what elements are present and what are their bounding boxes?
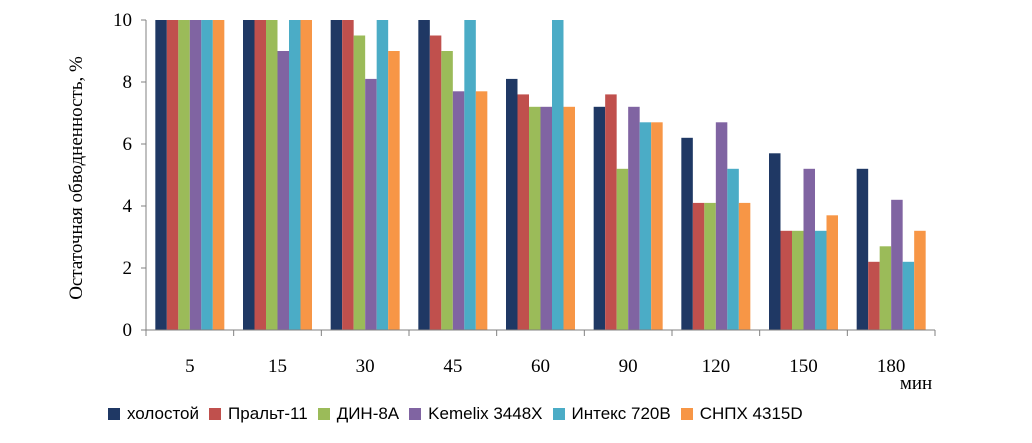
- bar-180-series-4: [891, 199, 903, 330]
- bar-90-series-2: [605, 94, 617, 331]
- x-tick-label: 120: [702, 356, 731, 377]
- bar-120-series-2: [692, 202, 705, 330]
- legend-label: Интекс 720В: [571, 404, 671, 423]
- bar-30-series-2: [342, 20, 354, 330]
- bar-5-series-4: [189, 20, 202, 330]
- x-tick-label: 15: [268, 356, 287, 377]
- y-axis-label: Остаточная обводненность, %: [66, 56, 87, 300]
- legend-swatch: [552, 408, 565, 420]
- legend-label: СНПХ 4315D: [699, 404, 803, 423]
- bar-60-series-5: [552, 20, 564, 330]
- legend-label: ДИН-8А: [336, 404, 400, 423]
- bar-150-series-6: [826, 215, 838, 330]
- legend-item: ДИН-8А: [317, 404, 400, 424]
- bar-45-series-4: [452, 91, 465, 330]
- bar-120-series-5: [727, 168, 739, 330]
- x-tick-label: 150: [789, 356, 818, 377]
- bar-180-series-6: [914, 230, 926, 330]
- bar-150-series-3: [792, 230, 804, 330]
- legend: холостой Пральт-11 ДИН-8А Kemelix 3448X Инте…: [108, 400, 813, 428]
- y-tick-label: 4: [123, 196, 133, 217]
- y-tick-label: 10: [113, 10, 132, 31]
- bar-30-series-3: [353, 35, 366, 330]
- bar-90-series-5: [639, 122, 652, 330]
- bar-15-series-6: [300, 20, 312, 330]
- bar-60-series-6: [563, 106, 575, 330]
- legend-label: Пральт-11: [228, 404, 308, 423]
- bar-5-series-3: [178, 20, 190, 330]
- bar-90-series-4: [628, 106, 640, 330]
- y-tick-label: 8: [123, 72, 133, 93]
- legend-label: холостой: [127, 404, 200, 423]
- x-tick-label: 60: [531, 356, 550, 377]
- bar-5-series-6: [212, 20, 225, 330]
- bar-45-series-6: [475, 91, 488, 330]
- bar-90-series-1: [593, 106, 606, 330]
- legend-swatch: [409, 408, 422, 420]
- legend-item: Kemelix 3448X: [409, 404, 543, 424]
- bar-120-series-3: [704, 202, 716, 330]
- bar-90-series-6: [651, 122, 663, 330]
- bar-60-series-4: [540, 106, 552, 330]
- bar-15-series-5: [289, 20, 301, 330]
- bar-45-series-2: [429, 35, 442, 330]
- x-tick-label: 30: [356, 356, 375, 377]
- bar-45-series-3: [441, 51, 453, 330]
- bar-180-series-1: [856, 168, 869, 330]
- legend-swatch: [680, 408, 693, 420]
- bar-30-series-4: [365, 78, 377, 331]
- legend-swatch: [209, 408, 222, 420]
- bar-30-series-1: [330, 20, 343, 330]
- x-tick-label: 45: [443, 356, 462, 377]
- bar-45-series-1: [418, 20, 430, 330]
- bar-180-series-5: [902, 261, 915, 330]
- y-tick-label: 2: [123, 258, 133, 279]
- bar-150-series-2: [780, 230, 792, 330]
- bar-15-series-2: [254, 20, 266, 330]
- bar-30-series-6: [388, 51, 400, 330]
- bar-150-series-1: [769, 153, 781, 330]
- bar-15-series-4: [277, 51, 289, 330]
- bars-group: [155, 20, 926, 331]
- legend-swatch: [108, 408, 120, 420]
- x-tick-label: 90: [619, 356, 638, 377]
- bar-15-series-3: [266, 20, 278, 330]
- bar-chart: 0 2 4 6 8 10 5 15 30 45 60 90 120 150 180 Остаточная о…: [66, 10, 936, 394]
- bar-120-series-4: [715, 122, 728, 330]
- y-tick-label: 6: [123, 134, 133, 155]
- bar-30-series-5: [376, 20, 389, 330]
- bar-180-series-3: [879, 246, 892, 330]
- legend-item: холостой: [108, 404, 199, 424]
- bar-5-series-5: [201, 20, 213, 330]
- axes-group: 0 2 4 6 8 10 5 15 30 45 60 90 120 150 180: [113, 10, 936, 377]
- bar-180-series-2: [868, 261, 880, 330]
- bar-45-series-5: [464, 20, 476, 330]
- bar-15-series-1: [243, 20, 255, 330]
- bar-90-series-3: [616, 168, 629, 330]
- bar-60-series-1: [506, 78, 518, 331]
- legend-swatch: [317, 408, 330, 420]
- bar-120-series-1: [681, 137, 693, 330]
- bar-150-series-5: [815, 230, 827, 330]
- x-tick-label: 5: [185, 356, 195, 377]
- legend-item: СНПХ 4315D: [680, 404, 803, 424]
- bar-150-series-4: [803, 168, 815, 330]
- bar-5-series-2: [166, 20, 179, 330]
- bar-5-series-1: [155, 20, 167, 330]
- x-axis-unit: мин: [900, 373, 932, 394]
- legend-item: Интекс 720В: [552, 404, 671, 424]
- x-tick-label: 180: [877, 356, 906, 377]
- bar-60-series-2: [517, 94, 529, 331]
- bar-60-series-3: [529, 106, 541, 330]
- bar-120-series-6: [738, 202, 751, 330]
- legend-label: Kemelix 3448X: [428, 404, 543, 423]
- legend-item: Пральт-11: [209, 404, 308, 424]
- y-tick-label: 0: [123, 320, 133, 341]
